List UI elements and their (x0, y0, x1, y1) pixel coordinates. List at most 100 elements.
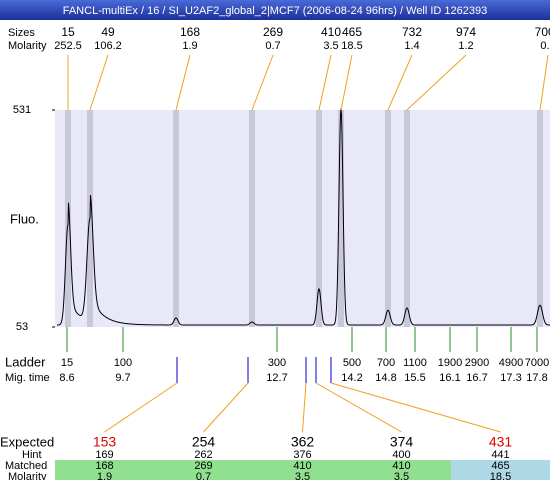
peak-molarity: 0.5 (540, 40, 550, 52)
expected-value: 254 (192, 434, 216, 450)
plot-area (55, 110, 550, 327)
peak-size: 269 (263, 25, 283, 39)
expected-connector (330, 382, 501, 433)
peak-band (249, 110, 255, 327)
ladder-size: 2900 (465, 357, 489, 369)
title: FANCL-multiEx / 16 / SI_U2AF2_global_2|M… (63, 5, 488, 17)
matched-value: 269 (194, 460, 212, 472)
matched-cell (451, 460, 550, 480)
peak-size: 732 (402, 25, 422, 39)
ladder-size: 7000 (525, 357, 549, 369)
expected-label: Expected (0, 434, 54, 449)
ladder-size: 4900 (499, 357, 523, 369)
ladder-size: 1100 (403, 357, 427, 369)
title-bar (0, 0, 550, 20)
hint-value: 441 (491, 449, 509, 461)
peak-connector (406, 54, 467, 111)
ladder-size: 100 (114, 357, 132, 369)
expected-value: 374 (390, 434, 414, 450)
ladder-mig: 14.8 (375, 372, 396, 384)
trace-peak (285, 287, 330, 326)
expected-value: 431 (489, 434, 513, 450)
peak-molarity: 1.9 (182, 40, 197, 52)
ladder-mig: 17.8 (526, 372, 547, 384)
peak-size: 49 (101, 25, 115, 39)
peak-connector (539, 54, 549, 111)
peak-size: 410 (321, 25, 341, 39)
peak-size: 465 (342, 25, 362, 39)
matched-value: 410 (392, 460, 410, 472)
matched-cell (253, 460, 352, 480)
ladder-size: 300 (268, 357, 286, 369)
y-tick-label: 531 (13, 104, 31, 116)
expected-value: 153 (93, 434, 117, 450)
matched-value: 465 (491, 460, 509, 472)
y-axis-label: Fluo. (10, 211, 39, 226)
expected-connector (302, 382, 307, 433)
peak-band (316, 110, 322, 327)
peak-connector (387, 54, 413, 111)
ladder-mig: 15.5 (404, 372, 425, 384)
molarity-value: 0.7 (196, 471, 211, 480)
expected-connector (315, 382, 402, 433)
matched-cell (352, 460, 451, 480)
ladder-size: 15 (61, 357, 73, 369)
peak-connector (251, 54, 274, 111)
peak-size: 15 (61, 25, 75, 39)
peak-molarity: 0.7 (265, 40, 280, 52)
sizes-label: Sizes (8, 27, 35, 39)
peak-connector (318, 54, 332, 111)
expected-connector (203, 382, 249, 433)
trace-peak (57, 202, 80, 326)
ladder-label: Ladder (5, 354, 46, 369)
trace-peak (473, 304, 550, 326)
peak-band (338, 110, 344, 327)
matched-value: 410 (293, 460, 311, 472)
peak-molarity: 252.5 (54, 40, 82, 52)
peak-molarity: 3.5 (323, 40, 338, 52)
matched-cell (154, 460, 253, 480)
trace-peak (78, 194, 134, 325)
hint-value: 376 (293, 449, 311, 461)
trace-peak (364, 309, 398, 326)
matched-cell (55, 460, 154, 480)
peak-molarity: 18.5 (341, 40, 362, 52)
hint-value: 262 (194, 449, 212, 461)
trace-peak (132, 317, 214, 326)
trace-peak (214, 321, 286, 326)
ladder-mig: 9.7 (115, 372, 130, 384)
ladder-mig: 8.6 (59, 372, 74, 384)
y-tick-label: 53 (16, 321, 28, 333)
mig-label: Mig. time (5, 372, 50, 384)
peak-band (173, 110, 179, 327)
hint-value: 400 (392, 449, 410, 461)
molarity-row-label: Molarity (8, 471, 47, 480)
hint-value: 169 (95, 449, 113, 461)
peak-molarity: 106.2 (94, 40, 122, 52)
molarity-value: 1.9 (97, 471, 112, 480)
expected-value: 362 (291, 434, 315, 450)
peak-connector (89, 54, 109, 111)
matched-label: Matched (5, 460, 47, 472)
peak-connector (340, 54, 353, 111)
peak-size: 974 (456, 25, 476, 39)
peak-size: 7000 (535, 25, 550, 39)
peak-band (404, 110, 410, 327)
expected-connector (104, 382, 178, 433)
molarity-value: 3.5 (394, 471, 409, 480)
molarity-label: Molarity (8, 40, 47, 52)
peak-molarity: 1.2 (458, 40, 473, 52)
matched-value: 168 (95, 460, 113, 472)
trace-peak (330, 108, 365, 326)
ladder-mig: 17.3 (500, 372, 521, 384)
ladder-size: 700 (377, 357, 395, 369)
peak-molarity: 1.4 (404, 40, 419, 52)
ladder-mig: 16.1 (439, 372, 460, 384)
ladder-mig: 14.2 (341, 372, 362, 384)
molarity-value: 18.5 (490, 471, 511, 480)
peak-band (537, 110, 543, 327)
ladder-size: 500 (343, 357, 361, 369)
peak-connector (175, 54, 191, 111)
hint-label: Hint (22, 449, 42, 461)
